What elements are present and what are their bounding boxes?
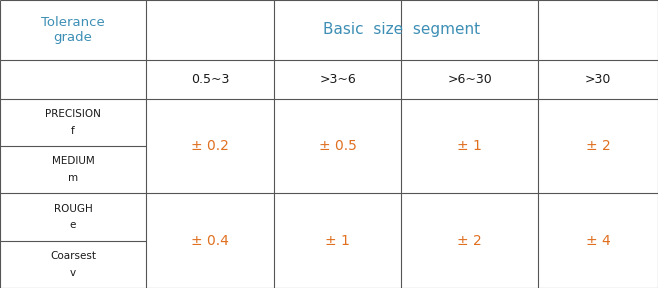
Text: ± 0.4: ± 0.4 <box>191 234 229 248</box>
Text: Coarsest
v: Coarsest v <box>50 251 96 278</box>
Text: PRECISION
f: PRECISION f <box>45 109 101 136</box>
Text: Tolerance
grade: Tolerance grade <box>41 16 105 44</box>
Text: ± 0.2: ± 0.2 <box>191 139 229 153</box>
Text: Basic  size  segment: Basic size segment <box>324 22 480 37</box>
Text: ± 1: ± 1 <box>457 139 482 153</box>
Text: ± 4: ± 4 <box>586 234 611 248</box>
Text: ROUGH
e: ROUGH e <box>54 204 92 230</box>
Text: ± 1: ± 1 <box>325 234 350 248</box>
Text: MEDIUM
m: MEDIUM m <box>52 156 94 183</box>
Text: >30: >30 <box>585 73 611 86</box>
Text: 0.5~3: 0.5~3 <box>191 73 229 86</box>
Text: ± 0.5: ± 0.5 <box>318 139 357 153</box>
Text: >3~6: >3~6 <box>319 73 356 86</box>
Text: >6~30: >6~30 <box>447 73 492 86</box>
Text: ± 2: ± 2 <box>457 234 482 248</box>
Text: ± 2: ± 2 <box>586 139 611 153</box>
